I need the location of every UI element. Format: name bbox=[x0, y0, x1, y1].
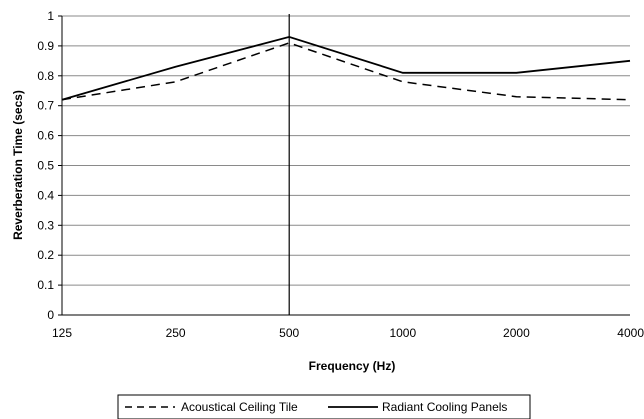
x-tick-label: 250 bbox=[166, 326, 186, 340]
x-tick-label: 500 bbox=[279, 326, 299, 340]
series-line-radiant-cooling-panels bbox=[61, 35, 631, 101]
y-tick-label: 0.2 bbox=[37, 248, 54, 262]
y-tick-label: 0.9 bbox=[37, 39, 54, 53]
legend-box bbox=[117, 394, 531, 419]
legend-label-acoustical: Acoustical Ceiling Tile bbox=[181, 400, 298, 414]
grid-lines bbox=[62, 15, 630, 286]
axes bbox=[58, 15, 630, 316]
x-axis-title: Frequency (Hz) bbox=[309, 359, 396, 373]
y-tick-label: 0.8 bbox=[37, 69, 54, 83]
series-line-acoustical-ceiling-tile bbox=[61, 42, 631, 101]
y-axis-title: Reverberation Time (secs) bbox=[11, 90, 25, 240]
y-tick-label: 0.3 bbox=[37, 218, 54, 232]
series-lines bbox=[61, 35, 631, 101]
y-tick-label: 1 bbox=[47, 9, 54, 23]
y-tick-label: 0 bbox=[47, 308, 54, 322]
y-tick-label: 0.7 bbox=[37, 99, 54, 113]
x-tick-label: 4000 bbox=[617, 326, 644, 340]
x-tick-label: 1000 bbox=[389, 326, 416, 340]
y-tick-label: 0.6 bbox=[37, 129, 54, 143]
y-tick-labels: 0 0.1 0.2 0.3 0.4 0.5 0.6 0.7 0.8 0.9 1 bbox=[37, 9, 54, 322]
x-tick-label: 125 bbox=[52, 326, 72, 340]
y-tick-label: 0.5 bbox=[37, 159, 54, 173]
x-tick-label: 2000 bbox=[503, 326, 530, 340]
y-tick-label: 0.1 bbox=[37, 278, 54, 292]
y-tick-label: 0.4 bbox=[37, 188, 54, 202]
legend: Acoustical Ceiling Tile Radiant Cooling … bbox=[117, 394, 531, 419]
legend-label-radiant: Radiant Cooling Panels bbox=[382, 400, 507, 414]
x-tick-labels: 125 250 500 1000 2000 4000 bbox=[52, 326, 644, 340]
